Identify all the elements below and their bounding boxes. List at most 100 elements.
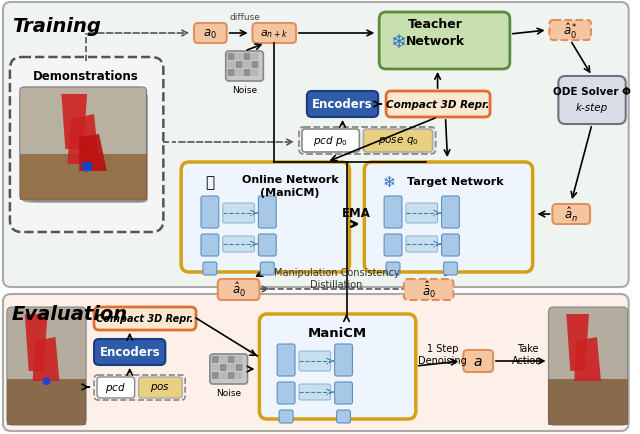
Text: Demonstrations: Demonstrations — [33, 70, 139, 83]
Text: Manipulation Consistency
Distillation: Manipulation Consistency Distillation — [274, 267, 399, 290]
Text: $pcd$: $pcd$ — [106, 380, 126, 394]
Text: ❄: ❄ — [383, 174, 396, 190]
FancyBboxPatch shape — [228, 70, 235, 77]
FancyBboxPatch shape — [82, 163, 92, 171]
FancyBboxPatch shape — [463, 350, 493, 372]
Text: Evaluation: Evaluation — [12, 304, 128, 323]
Text: 1 Step
Denoising: 1 Step Denoising — [418, 343, 467, 365]
Text: EMA: EMA — [342, 207, 371, 220]
Text: Compact 3D Repr.: Compact 3D Repr. — [386, 100, 490, 110]
Text: $a_{n+k}$: $a_{n+k}$ — [260, 28, 288, 40]
Text: 🔥: 🔥 — [205, 174, 214, 190]
FancyBboxPatch shape — [252, 24, 296, 44]
FancyBboxPatch shape — [335, 344, 353, 376]
Polygon shape — [7, 379, 86, 425]
FancyBboxPatch shape — [236, 356, 243, 363]
FancyBboxPatch shape — [299, 384, 331, 400]
FancyBboxPatch shape — [223, 237, 255, 253]
FancyBboxPatch shape — [236, 372, 243, 379]
FancyBboxPatch shape — [444, 263, 458, 275]
FancyBboxPatch shape — [277, 344, 295, 376]
Text: $a$: $a$ — [474, 354, 483, 368]
FancyBboxPatch shape — [23, 88, 143, 203]
FancyBboxPatch shape — [236, 70, 243, 77]
FancyBboxPatch shape — [212, 356, 219, 363]
FancyBboxPatch shape — [259, 197, 276, 228]
Text: $\hat{\bar{a}}_0$: $\hat{\bar{a}}_0$ — [422, 279, 436, 299]
FancyBboxPatch shape — [236, 62, 243, 69]
Polygon shape — [20, 155, 147, 201]
FancyBboxPatch shape — [406, 204, 438, 224]
Polygon shape — [61, 95, 87, 150]
FancyBboxPatch shape — [307, 92, 378, 118]
FancyBboxPatch shape — [10, 58, 163, 233]
Text: ❄: ❄ — [391, 33, 407, 51]
FancyBboxPatch shape — [139, 377, 182, 398]
FancyBboxPatch shape — [181, 163, 349, 273]
FancyBboxPatch shape — [228, 364, 235, 371]
Text: k-step: k-step — [576, 103, 608, 113]
FancyBboxPatch shape — [260, 263, 274, 275]
Polygon shape — [548, 379, 628, 425]
Text: diffuse: diffuse — [229, 13, 260, 22]
FancyBboxPatch shape — [228, 356, 235, 363]
FancyBboxPatch shape — [386, 263, 400, 275]
FancyBboxPatch shape — [228, 372, 235, 379]
FancyBboxPatch shape — [97, 377, 134, 398]
Text: ManiCM: ManiCM — [308, 326, 367, 339]
Polygon shape — [566, 314, 589, 371]
FancyBboxPatch shape — [379, 13, 510, 70]
FancyBboxPatch shape — [259, 314, 416, 419]
Text: Compact 3D Repr.: Compact 3D Repr. — [96, 313, 193, 323]
Text: Encoders: Encoders — [99, 346, 160, 358]
FancyBboxPatch shape — [364, 130, 433, 153]
Text: $pose\ q_0$: $pose\ q_0$ — [378, 135, 419, 147]
FancyBboxPatch shape — [236, 364, 243, 371]
Polygon shape — [33, 337, 60, 381]
FancyBboxPatch shape — [212, 364, 219, 371]
FancyBboxPatch shape — [558, 77, 626, 125]
FancyBboxPatch shape — [244, 62, 250, 69]
Polygon shape — [79, 135, 107, 171]
FancyBboxPatch shape — [302, 130, 360, 153]
FancyBboxPatch shape — [7, 307, 86, 425]
FancyBboxPatch shape — [28, 91, 145, 203]
FancyBboxPatch shape — [94, 307, 196, 330]
FancyBboxPatch shape — [210, 354, 248, 384]
FancyBboxPatch shape — [244, 54, 250, 61]
FancyBboxPatch shape — [194, 24, 227, 44]
FancyBboxPatch shape — [384, 234, 402, 256]
Text: $\hat{a}_n$: $\hat{a}_n$ — [564, 205, 578, 224]
Polygon shape — [25, 314, 47, 371]
FancyBboxPatch shape — [386, 92, 490, 118]
FancyBboxPatch shape — [226, 52, 263, 82]
FancyBboxPatch shape — [299, 351, 331, 371]
FancyBboxPatch shape — [279, 410, 293, 423]
Circle shape — [43, 377, 51, 385]
Text: ODE Solver Φ: ODE Solver Φ — [553, 87, 631, 97]
FancyBboxPatch shape — [552, 204, 590, 224]
Polygon shape — [574, 337, 601, 381]
FancyBboxPatch shape — [550, 21, 591, 41]
Text: Teacher
Network: Teacher Network — [406, 18, 465, 48]
Text: $\hat{a}_0^*$: $\hat{a}_0^*$ — [563, 21, 578, 41]
FancyBboxPatch shape — [201, 234, 219, 256]
FancyBboxPatch shape — [252, 62, 259, 69]
FancyBboxPatch shape — [3, 294, 628, 431]
FancyBboxPatch shape — [218, 279, 259, 300]
FancyBboxPatch shape — [20, 88, 147, 201]
FancyBboxPatch shape — [277, 382, 295, 404]
Text: $pos$: $pos$ — [150, 381, 170, 393]
FancyBboxPatch shape — [94, 339, 165, 365]
Text: Target Network: Target Network — [407, 177, 504, 187]
FancyBboxPatch shape — [236, 54, 243, 61]
FancyBboxPatch shape — [252, 70, 259, 77]
Polygon shape — [67, 115, 99, 164]
FancyBboxPatch shape — [3, 3, 628, 287]
FancyBboxPatch shape — [252, 54, 259, 61]
Text: Noise: Noise — [216, 388, 241, 397]
FancyBboxPatch shape — [33, 94, 147, 203]
FancyBboxPatch shape — [228, 62, 235, 69]
FancyBboxPatch shape — [406, 237, 438, 253]
FancyBboxPatch shape — [201, 197, 219, 228]
